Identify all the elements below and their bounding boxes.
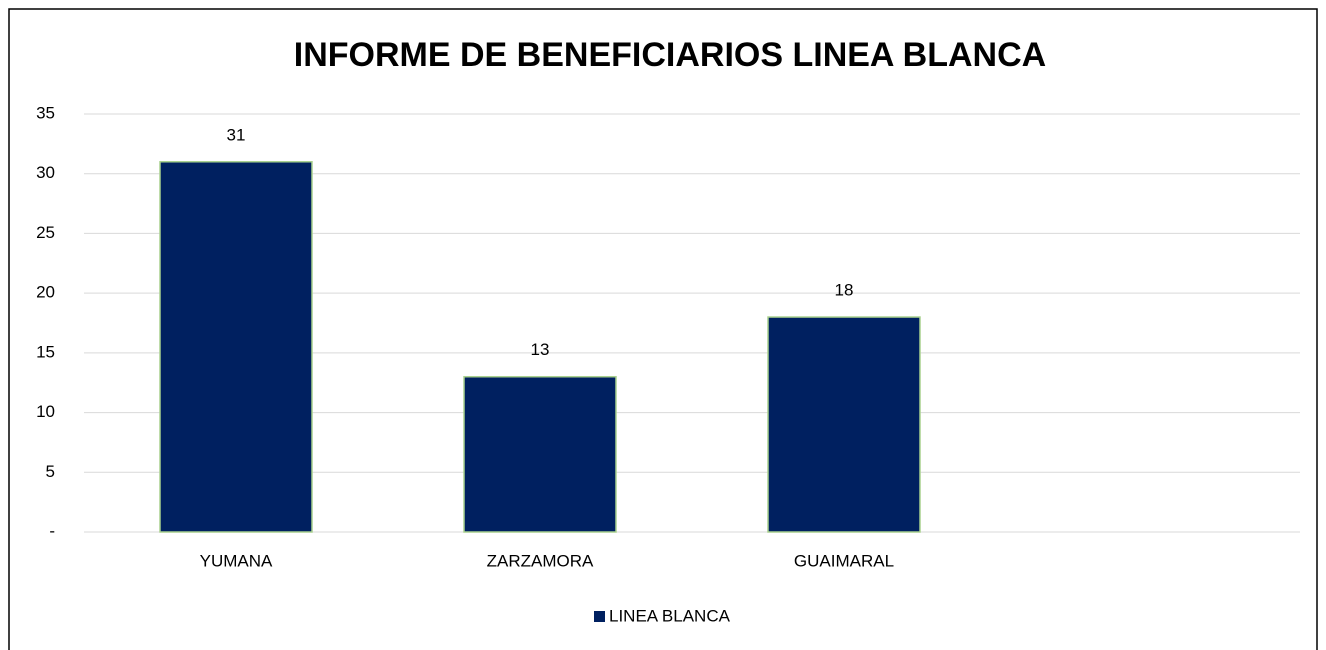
x-tick-label: GUAIMARAL <box>794 551 894 570</box>
bar <box>463 375 617 533</box>
data-label: 31 <box>227 125 246 144</box>
legend-label: LINEA BLANCA <box>609 606 731 625</box>
y-tick-label: 30 <box>36 163 55 182</box>
data-label: 18 <box>835 281 854 300</box>
y-tick-label: 10 <box>36 402 55 421</box>
y-tick-label: 20 <box>36 283 55 302</box>
y-tick-label: 15 <box>36 342 55 361</box>
y-tick-label: 35 <box>36 103 55 122</box>
y-tick-label: 5 <box>46 462 55 481</box>
legend-swatch <box>594 611 605 622</box>
data-label: 13 <box>531 340 550 359</box>
y-tick-label: 25 <box>36 223 55 242</box>
x-tick-label: YUMANA <box>200 551 273 570</box>
bar <box>767 316 921 533</box>
y-tick-label: - <box>49 521 55 540</box>
chart-title: INFORME DE BENEFICIARIOS LINEA BLANCA <box>294 36 1046 74</box>
bar <box>159 161 313 533</box>
x-tick-label: ZARZAMORA <box>487 551 594 570</box>
